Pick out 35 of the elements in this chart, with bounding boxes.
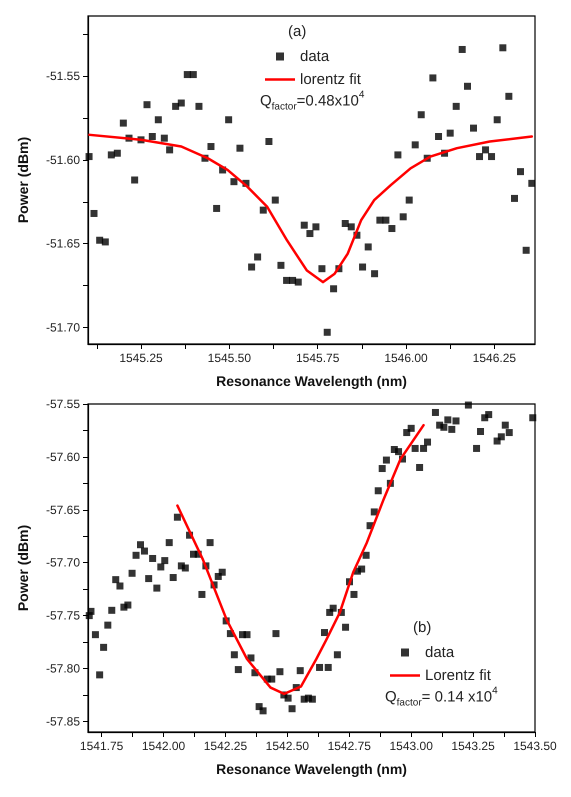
y-tick-label: -51.70 <box>46 320 80 334</box>
legend-label: data <box>425 644 455 661</box>
y-tick-label: -57.55 <box>46 397 80 411</box>
x-tick-label: 1542.75 <box>328 739 372 753</box>
x-tick-label: 1546.00 <box>384 351 428 365</box>
legend-label: lorentz fit <box>300 71 362 88</box>
x-tick-label: 1543.00 <box>389 739 434 753</box>
y-tick-label: -51.55 <box>46 69 80 84</box>
x-axis-title: Resonance Wavelength (nm) <box>216 761 407 777</box>
x-tick-label: 1545.25 <box>119 351 164 365</box>
x-tick-label: 1543.50 <box>513 739 558 753</box>
x-tick-label: 1542.00 <box>142 739 186 753</box>
annotation: (a) <box>288 23 306 40</box>
x-axis-title: Resonance Wavelength (nm) <box>216 373 407 389</box>
y-tick-label: -57.65 <box>46 502 80 517</box>
y-tick-label: -57.85 <box>46 714 80 728</box>
x-tick-label: 1542.50 <box>266 739 310 753</box>
y-axis-title: Power (dBm) <box>15 136 31 224</box>
x-tick-label: 1543.25 <box>451 739 496 753</box>
x-tick-label: 1541.75 <box>80 739 124 753</box>
y-tick-label: -51.65 <box>46 236 80 251</box>
y-tick-label: -57.60 <box>46 450 80 464</box>
y-tick-label: -57.70 <box>46 556 80 570</box>
annotation: (b) <box>413 619 432 636</box>
legend-label: data <box>300 48 330 65</box>
x-tick-label: 1545.50 <box>208 351 252 365</box>
line-series <box>88 134 534 284</box>
y-tick-label: -57.75 <box>46 608 80 623</box>
legend-label: Lorentz fit <box>425 667 492 684</box>
y-tick-label: -57.80 <box>46 662 80 676</box>
y-axis-title: Power (dBm) <box>15 524 31 612</box>
x-tick-label: 1546.25 <box>472 351 516 365</box>
x-tick-label: 1542.25 <box>204 739 248 753</box>
x-tick-label: 1545.75 <box>296 351 340 365</box>
y-tick-label: -51.60 <box>46 152 80 167</box>
